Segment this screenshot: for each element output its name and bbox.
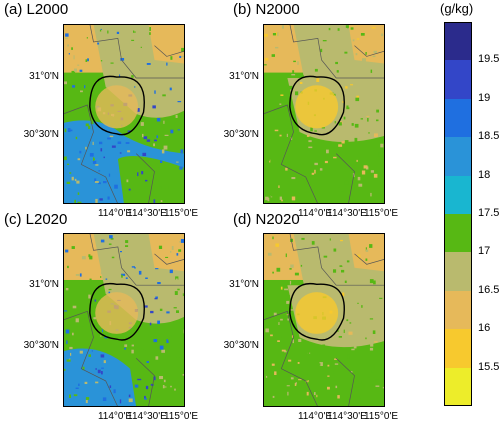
latitude-label: 31°0'N [215, 71, 259, 82]
panel-title: (b) N2000 [233, 1, 300, 18]
colorbar [444, 22, 472, 406]
panel-title: (d) N2020 [233, 211, 300, 228]
longitude-label: 115°0'E [164, 411, 198, 422]
longitude-label: 115°0'E [364, 411, 398, 422]
humidity-map [263, 24, 385, 204]
latitude-label: 30°30'N [15, 340, 59, 351]
latitude-label: 30°30'N [215, 340, 259, 351]
latitude-label: 30°30'N [215, 129, 259, 140]
longitude-label: 115°0'E [164, 208, 198, 219]
colorbar-tick-label: 19.5 [478, 53, 499, 65]
panel-title: (c) L2020 [4, 211, 67, 228]
latitude-label: 31°0'N [15, 279, 59, 290]
panel-title: (a) L2000 [4, 1, 68, 18]
colorbar-tick-label: 19 [478, 92, 490, 104]
colorbar-tick-label: 15.5 [478, 361, 499, 373]
humidity-map [63, 24, 185, 204]
colorbar-tick-label: 18 [478, 169, 490, 181]
colorbar-tick-label: 16.5 [478, 284, 499, 296]
latitude-label: 31°0'N [215, 279, 259, 290]
longitude-label: 114°30'E [327, 208, 367, 219]
colorbar-tick-label: 17.5 [478, 207, 499, 219]
legend-unit: (g/kg) [440, 1, 473, 16]
colorbar-frame [444, 22, 472, 406]
humidity-map [263, 233, 385, 407]
latitude-label: 30°30'N [15, 129, 59, 140]
longitude-label: 114°30'E [327, 411, 367, 422]
longitude-label: 115°0'E [364, 208, 398, 219]
longitude-label: 114°30'E [127, 208, 167, 219]
humidity-map [63, 233, 185, 407]
longitude-label: 114°30'E [127, 411, 167, 422]
colorbar-tick-label: 17 [478, 245, 490, 257]
colorbar-tick-label: 16 [478, 322, 490, 334]
latitude-label: 31°0'N [15, 71, 59, 82]
colorbar-tick-label: 18.5 [478, 130, 499, 142]
